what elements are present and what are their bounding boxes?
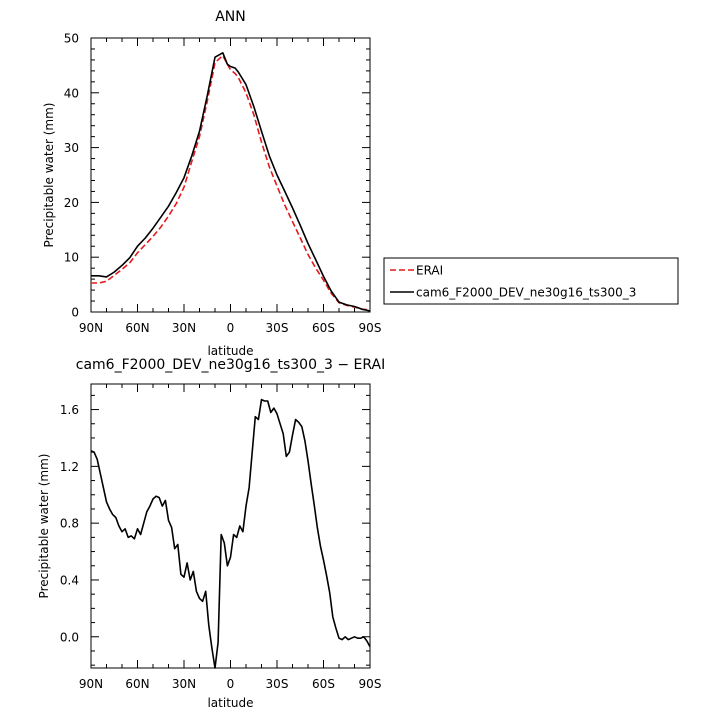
x-tick-label: 90S (359, 321, 382, 335)
series-line-1 (91, 54, 371, 311)
series-line-1 (90, 398, 371, 669)
y-tick-label: 1.6 (60, 403, 79, 417)
x-tick-label: 30N (172, 677, 196, 691)
x-tick-label: 60N (125, 677, 149, 691)
y-tick-label: 20 (64, 196, 79, 210)
y-tick-label: 0.8 (60, 517, 79, 531)
y-tick-label: 1.2 (60, 460, 79, 474)
x-axis-label: latitude (207, 696, 253, 710)
y-tick-label: 0.4 (60, 573, 79, 587)
y-tick-label: 40 (64, 86, 79, 100)
chart-title: cam6_F2000_DEV_ne30g16_ts300_3 − ERAI (76, 357, 385, 373)
x-tick-label: 90N (79, 677, 103, 691)
x-tick-label: 30S (266, 677, 289, 691)
series-line-2 (91, 51, 371, 312)
x-axis-label: latitude (207, 344, 253, 358)
legend: ERAI cam6_F2000_DEV_ne30g16_ts300_3 (383, 257, 679, 305)
x-tick-label: 90N (79, 321, 103, 335)
chart-title: ANN (215, 9, 246, 25)
x-tick-label: 60S (312, 677, 335, 691)
chart-panel-1: ANN 90N 60N 30N 0 30S 60S 90S 0 10 20 30 40 50 latitud… (42, 9, 679, 358)
plot-frame (90, 37, 371, 313)
x-tick-label: 0 (227, 677, 235, 691)
plot-frame (90, 383, 371, 669)
chart-panel-2: cam6_F2000_DEV_ne30g16_ts300_3 − ERAI 90N… (37, 357, 385, 710)
x-tick-label: 90S (359, 677, 382, 691)
x-tick-label: 60N (125, 321, 149, 335)
x-tick-label: 60S (312, 321, 335, 335)
legend-label-1: ERAI (416, 264, 443, 278)
y-axis-label: Precipitable water (mm) (37, 454, 51, 599)
y-axis-label: Precipitable water (mm) (42, 103, 56, 248)
y-tick-label: 50 (64, 32, 79, 46)
y-tick-label: 10 (64, 251, 79, 265)
x-tick-label: 30S (266, 321, 289, 335)
y-tick-label: 0.0 (60, 630, 79, 644)
y-tick-label: 0 (71, 306, 79, 320)
x-tick-label: 30N (172, 321, 196, 335)
x-tick-label: 0 (227, 321, 235, 335)
legend-label-2: cam6_F2000_DEV_ne30g16_ts300_3 (416, 286, 636, 300)
legend-box (383, 257, 679, 305)
y-tick-label: 30 (64, 141, 79, 155)
